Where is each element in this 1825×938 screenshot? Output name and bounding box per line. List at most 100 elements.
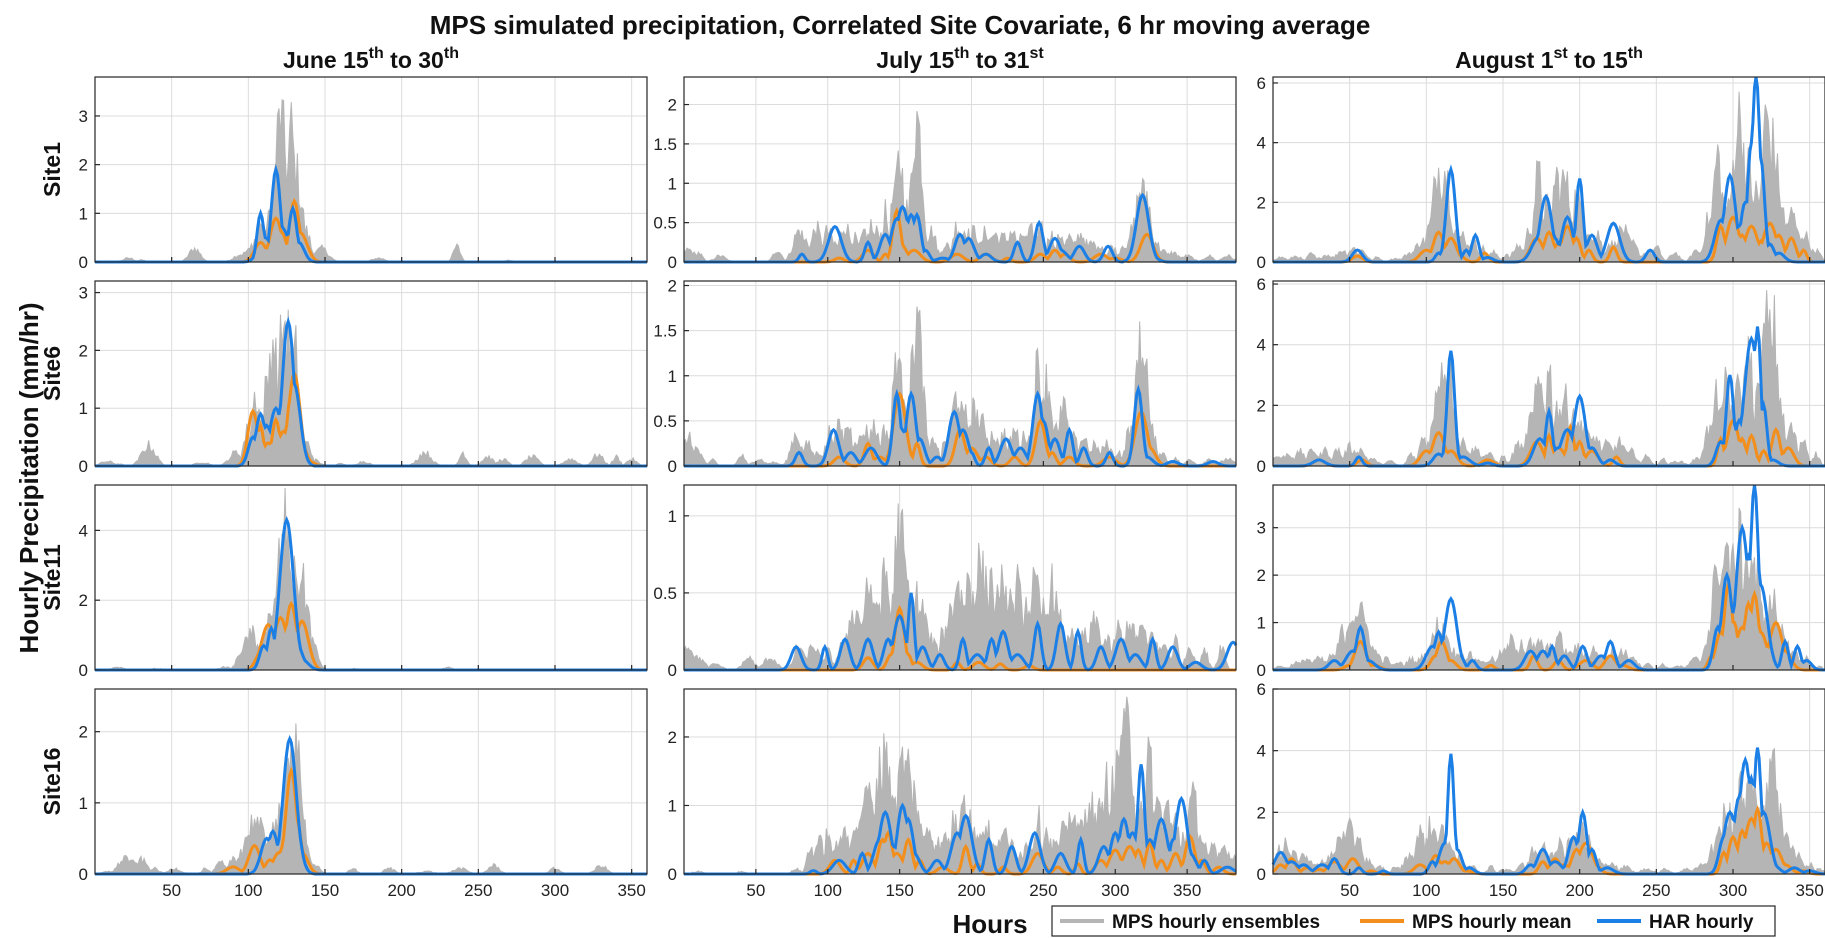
y-axis-label: Hourly Precipitation (mm/hr) (14, 302, 44, 653)
column-title-3: August 1st to 15th (1455, 45, 1643, 73)
ensemble-band (683, 503, 1236, 671)
y-tick-label: 4 (1257, 336, 1266, 355)
y-tick-label: 2 (1257, 396, 1266, 415)
x-tick-label: 100 (814, 881, 842, 900)
row-label-site16: Site16 (39, 748, 65, 816)
y-tick-label: 0 (668, 865, 677, 884)
panel-site6-col1: 0 1 2 3 Site6 (39, 280, 648, 476)
y-tick-label: 0 (1257, 865, 1266, 884)
panel-site16-col3: 0 2 4 6 50 100 150 200 250 300 350 (1257, 680, 1825, 900)
column-title-1: June 15th to 30th (283, 45, 459, 73)
column-title-date-end: to 15 (1568, 47, 1628, 73)
y-tick-label: 0.5 (653, 584, 677, 603)
y-tick-label: 2 (79, 591, 88, 610)
panel-site11-col2: 00.51 (653, 484, 1238, 680)
legend-box (1051, 905, 1776, 937)
ensemble-band (1272, 290, 1825, 467)
x-tick-label: 150 (311, 881, 339, 900)
y-tick-label: 0 (79, 865, 88, 884)
panel-grid: 0123Site100.511.5202460123Site600.511.52… (39, 74, 1825, 900)
y-tick-label: 0 (1257, 661, 1266, 680)
y-tick-label: 1 (668, 507, 677, 526)
column-title-date-start: June 15 (283, 47, 369, 73)
y-tick-label: 2 (1257, 803, 1266, 822)
panel-site11-col1: 0 2 4 Site11 (39, 484, 648, 680)
x-axis-label: Hours (952, 909, 1027, 938)
x-tick-label: 150 (885, 881, 913, 900)
x-tick-label: 100 (234, 881, 262, 900)
y-tick-label: 1 (668, 367, 677, 386)
y-tick-label: 2 (668, 96, 677, 115)
column-title-suffix-start: th (369, 45, 384, 62)
x-tick-label: 250 (464, 881, 492, 900)
x-tick-label: 200 (387, 881, 415, 900)
column-title-suffix-end: th (1628, 45, 1643, 62)
column-title-suffix-start: th (954, 45, 969, 62)
y-tick-label: 0 (668, 253, 677, 272)
legend: MPS hourly ensembles MPS hourly mean HAR h… (1051, 905, 1776, 937)
y-tick-label: 3 (79, 284, 88, 303)
y-tick-label: 2 (668, 728, 677, 747)
legend-label-2: MPS hourly mean (1412, 912, 1571, 933)
x-tick-label: 300 (1719, 881, 1747, 900)
y-tick-label: 0 (79, 661, 88, 680)
column-title-suffix-end: th (444, 45, 459, 62)
y-tick-label: 4 (79, 521, 88, 540)
har-line (1273, 326, 1825, 468)
y-tick-label: 0.5 (653, 214, 677, 233)
column-title-date-end: to 30 (384, 47, 444, 73)
y-tick-label: 2 (668, 277, 677, 296)
column-title-date-end: to 31 (969, 47, 1029, 73)
column-titles: June 15th to 30th July 15th to 31st August… (283, 45, 1643, 73)
y-tick-label: 1 (79, 399, 88, 418)
panel-site1-col2: 0 0.5 1 1.5 2 (653, 76, 1237, 272)
column-title-suffix-start: st (1553, 45, 1568, 62)
y-tick-label: 3 (1257, 519, 1266, 538)
x-tick-label: 300 (541, 881, 569, 900)
y-tick-label: 0 (1257, 253, 1266, 272)
x-tick-label: 50 (1340, 881, 1359, 900)
legend-label-1: MPS hourly ensembles (1112, 912, 1320, 933)
figure-title: MPS simulated precipitation, Correlated … (430, 10, 1371, 40)
x-tick-label: 350 (617, 881, 645, 900)
y-tick-label: 0 (1257, 457, 1266, 476)
y-tick-label: 1 (668, 796, 677, 815)
y-tick-label: 4 (1257, 742, 1266, 761)
row-label-site1: Site1 (39, 142, 65, 197)
ensemble-band (683, 111, 1237, 263)
x-tick-label: 350 (1173, 881, 1201, 900)
y-tick-label: 1.5 (653, 135, 677, 154)
y-tick-label: 2 (79, 723, 88, 742)
x-tick-label: 100 (1412, 881, 1440, 900)
column-title-date-start: August 1 (1455, 47, 1554, 73)
y-tick-label: 4 (1257, 134, 1266, 153)
panel-site1-col3: 0 2 4 6 (1257, 74, 1825, 272)
har-line (1271, 747, 1825, 876)
x-tick-label: 50 (162, 881, 181, 900)
row-label-site11: Site11 (39, 544, 65, 611)
y-tick-label: 0 (79, 253, 88, 272)
y-tick-label: 0 (668, 457, 677, 476)
x-tick-label: 150 (1489, 881, 1517, 900)
column-title-date-start: July 15 (876, 47, 954, 73)
y-tick-label: 6 (1257, 275, 1266, 294)
y-tick-label: 2 (1257, 193, 1266, 212)
y-tick-label: 6 (1257, 680, 1266, 699)
x-tick-label: 50 (746, 881, 765, 900)
x-tick-label: 200 (1565, 881, 1593, 900)
y-tick-label: 2 (79, 156, 88, 175)
panel-site6-col2: 0 0.5 1 1.5 2 (653, 277, 1237, 476)
column-title-suffix-end: st (1029, 45, 1044, 62)
y-tick-label: 0 (668, 661, 677, 680)
panel-site11-col3: 0 1 2 3 (1257, 484, 1825, 680)
y-tick-label: 1 (79, 794, 88, 813)
x-tick-label: 250 (1642, 881, 1670, 900)
y-tick-label: 0.5 (653, 412, 677, 431)
x-tick-label: 300 (1101, 881, 1129, 900)
x-tick-label: 250 (1029, 881, 1057, 900)
y-tick-label: 0 (79, 457, 88, 476)
y-tick-label: 1.5 (653, 322, 677, 341)
legend-label-3: HAR hourly (1649, 912, 1754, 933)
